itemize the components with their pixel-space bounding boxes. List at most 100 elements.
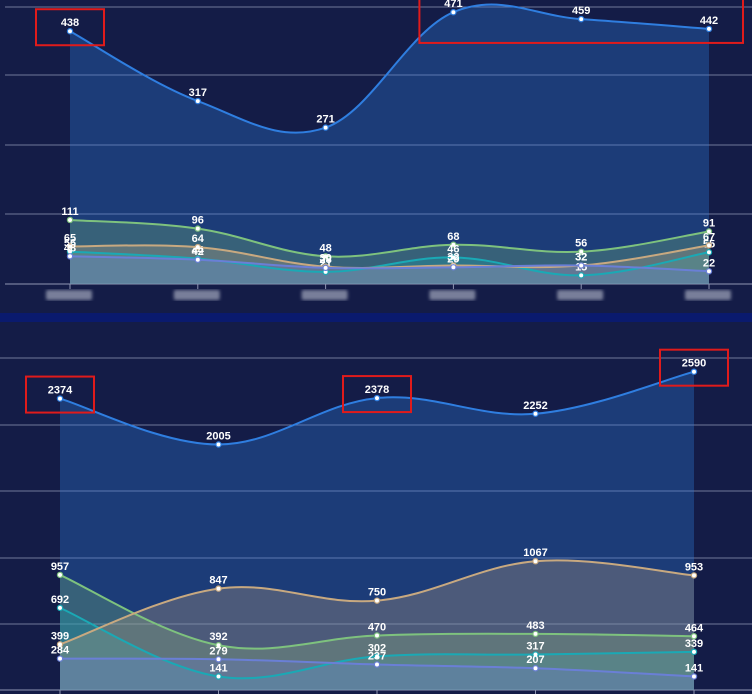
data-label: 141 xyxy=(209,662,227,674)
data-point[interactable] xyxy=(215,656,222,663)
data-point[interactable] xyxy=(194,225,201,232)
data-point[interactable] xyxy=(215,673,222,680)
data-label: 399 xyxy=(51,630,69,642)
tick-label-redacted xyxy=(46,290,92,300)
data-point[interactable] xyxy=(578,272,585,279)
data-point[interactable] xyxy=(705,268,713,275)
data-label: 2590 xyxy=(682,358,706,370)
data-point[interactable] xyxy=(690,648,698,656)
data-point[interactable] xyxy=(705,249,713,256)
data-label: 207 xyxy=(526,654,544,666)
data-point[interactable] xyxy=(322,253,329,260)
data-point[interactable] xyxy=(578,248,585,255)
data-point[interactable] xyxy=(373,394,381,402)
data-point[interactable] xyxy=(450,254,457,261)
data-point[interactable] xyxy=(705,25,713,33)
chart-divider xyxy=(0,313,752,322)
data-point[interactable] xyxy=(56,395,64,402)
data-point[interactable] xyxy=(532,651,539,658)
data-label: 29 xyxy=(447,253,459,265)
data-label: 2252 xyxy=(523,400,547,412)
data-label: 953 xyxy=(685,561,703,573)
data-point[interactable] xyxy=(532,410,539,417)
data-point[interactable] xyxy=(373,661,381,668)
top-area-chart: 4383172714714594421119648685691564421461… xyxy=(5,0,752,300)
data-label: 284 xyxy=(51,645,70,657)
data-point[interactable] xyxy=(66,243,74,250)
data-point[interactable] xyxy=(373,632,381,639)
data-point[interactable] xyxy=(532,558,539,565)
data-label: 470 xyxy=(368,622,386,634)
data-point[interactable] xyxy=(322,264,329,272)
data-label: 2374 xyxy=(48,385,73,397)
data-label: 30 xyxy=(319,253,331,265)
data-label: 438 xyxy=(61,17,79,29)
data-label: 64 xyxy=(192,233,205,245)
data-label: 750 xyxy=(368,587,386,599)
data-point[interactable] xyxy=(690,633,698,640)
data-point[interactable] xyxy=(215,585,222,592)
highlight-box xyxy=(25,375,95,414)
data-point[interactable] xyxy=(56,641,64,648)
series-area xyxy=(70,245,709,284)
data-label: 32 xyxy=(575,252,587,264)
data-label: 111 xyxy=(61,206,78,218)
highlight-box xyxy=(342,375,412,414)
data-label: 141 xyxy=(685,662,703,674)
data-label: 96 xyxy=(192,215,204,227)
data-point[interactable] xyxy=(56,655,64,662)
data-point[interactable] xyxy=(450,241,457,248)
data-label: 317 xyxy=(526,641,544,653)
data-label: 65 xyxy=(64,232,76,244)
data-point[interactable] xyxy=(705,228,713,235)
data-point[interactable] xyxy=(56,571,64,579)
tick-label-redacted xyxy=(173,290,220,300)
data-point[interactable] xyxy=(450,264,457,271)
data-point[interactable] xyxy=(66,216,74,224)
data-label: 68 xyxy=(447,231,459,243)
data-point[interactable] xyxy=(690,572,698,579)
data-point[interactable] xyxy=(215,441,222,448)
data-label: 471 xyxy=(444,0,462,10)
data-point[interactable] xyxy=(690,368,698,375)
data-label: 392 xyxy=(209,631,227,643)
data-label: 46 xyxy=(447,243,459,255)
data-label: 237 xyxy=(368,651,386,663)
data-point[interactable] xyxy=(194,256,201,263)
series-line xyxy=(69,250,710,277)
data-label: 48 xyxy=(64,242,76,254)
series-area xyxy=(70,4,709,285)
data-label: 692 xyxy=(51,594,69,606)
highlight-box xyxy=(418,0,744,44)
data-point[interactable] xyxy=(194,97,201,105)
data-label: 317 xyxy=(189,87,207,99)
data-point[interactable] xyxy=(532,665,539,672)
data-point[interactable] xyxy=(56,604,64,612)
data-point[interactable] xyxy=(373,653,381,660)
data-label: 67 xyxy=(703,231,715,243)
data-label: 1067 xyxy=(523,547,547,559)
data-point[interactable] xyxy=(578,262,585,269)
data-label: 32 xyxy=(447,252,459,264)
data-label: 56 xyxy=(575,238,587,250)
tick-label-redacted xyxy=(557,290,604,300)
data-point[interactable] xyxy=(578,15,585,23)
tick-label-redacted xyxy=(429,290,476,300)
bottom-area-chart: 2374 2005 2378 2252 2590 957 392 470 483 464 692 14… xyxy=(0,348,752,694)
series-area xyxy=(60,371,694,690)
data-point[interactable] xyxy=(690,673,698,680)
data-point[interactable] xyxy=(373,597,381,604)
data-label: 2378 xyxy=(365,384,389,396)
data-point[interactable] xyxy=(450,8,457,16)
data-point[interactable] xyxy=(532,630,539,638)
series-line xyxy=(69,3,710,134)
data-label: 271 xyxy=(316,114,334,126)
data-point[interactable] xyxy=(215,642,222,649)
data-point[interactable] xyxy=(66,28,74,35)
data-point[interactable] xyxy=(66,253,74,260)
data-point[interactable] xyxy=(194,243,201,251)
series-line xyxy=(69,218,710,258)
data-point[interactable] xyxy=(705,242,713,249)
data-label: 279 xyxy=(209,645,227,657)
data-point[interactable] xyxy=(322,124,329,131)
